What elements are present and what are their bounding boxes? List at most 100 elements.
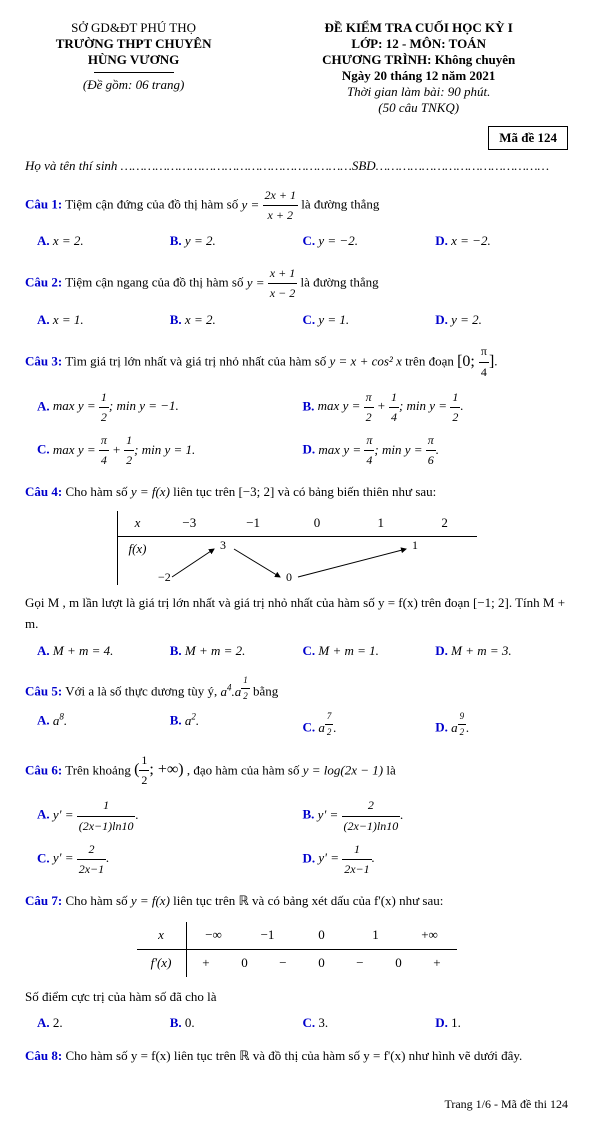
q1-b: B. [170,233,182,248]
q7-a-val: 2. [53,1015,63,1030]
q5-c: C. [303,720,316,735]
q8-text: Cho hàm số y = f(x) liên tục trên ℝ và đ… [65,1048,522,1063]
q7-x2: 0 [295,922,349,949]
q6-d-val: y' = 12x−1. [318,850,375,865]
q5-d-val: a92. [451,720,469,735]
left-header: SỞ GD&ĐT PHÚ THỌ TRƯỜNG THPT CHUYÊN HÙNG… [25,20,242,116]
q3-a-val: max y = 12; min y = −1. [53,398,179,413]
q5-a-val: a8. [53,713,67,728]
q4-label: Câu 4: [25,484,62,499]
q3-tail: trên đoạn [405,354,457,369]
q5-label: Câu 5: [25,684,62,699]
q4-vt-x0: −3 [157,511,221,536]
q7-text2: Số điểm cực trị của hàm số đã cho là [25,987,568,1008]
q2-text: Tiệm cận ngang của đồ thị hàm số [65,275,247,290]
right-header: ĐỀ KIỂM TRA CUỐI HỌC KỲ I LỚP: 12 - MÔN:… [269,20,568,116]
q4-vt-x3: 1 [349,511,413,536]
q3-interval: [0; π4] [457,353,494,370]
q7-label: Câu 7: [25,893,62,908]
q1-d-val: x = −2. [451,233,491,248]
q2-c-val: y = 1. [318,312,349,327]
exam-time: Thời gian làm bài: 90 phút. [269,84,568,100]
q7-func: y = f(x) [131,893,170,908]
q5-expr: a4.a12 [221,684,250,699]
question-5: Câu 5: Với a là số thực dương tùy ý, a4.… [25,673,568,741]
page-footer: Trang 1/6 - Mã đề thi 124 [25,1097,568,1112]
q3-func: y = x + cos² x [330,354,402,369]
q4-fx-v2: 0 [286,570,292,584]
page-count-note: (Đề gồm: 06 trang) [25,77,242,93]
question-2: Câu 2: Tiệm cận ngang của đồ thị hàm số … [25,264,568,332]
q5-a: A. [37,713,50,728]
q3-b: B. [303,398,315,413]
q7-x3: 1 [349,922,403,949]
q7-b: B. [170,1015,182,1030]
q6-b-val: y' = 2(2x−1)ln10. [318,807,404,822]
q4-vt-x1: −1 [221,511,285,536]
q1-c-val: y = −2. [318,233,358,248]
question-4: Câu 4: Cho hàm số y = f(x) liên tục trên… [25,482,568,663]
q4-options: A. M + m = 4. B. M + m = 2. C. M + m = 1… [25,639,568,664]
q7-s5: 0 [395,953,402,974]
q5-d: D. [435,720,448,735]
q6-interval: (12; +∞) [134,761,184,778]
q7-d: D. [435,1015,448,1030]
q4-d-val: M + m = 3. [451,643,512,658]
q4-variation-svg: −2 3 0 1 [158,537,478,585]
q4-fx-v4: 1 [412,538,418,552]
q7-options: A. 2. B. 0. C. 3. D. 1. [25,1011,568,1036]
q6-d: D. [303,850,316,865]
q6-options: A. y' = 1(2x−1)ln10. B. y' = 2(2x−1)ln10… [25,794,568,881]
q7-d-val: 1. [451,1015,461,1030]
q6-tail2: là [386,762,395,777]
q6-text: Trên khoảng [65,762,134,777]
q2-b-val: x = 2. [185,312,216,327]
q6-c: C. [37,850,50,865]
q1-tail: là đường thẳng [301,197,379,212]
q1-formula: y = 2x + 1x + 2 [242,197,298,212]
question-1: Câu 1: Tiệm cận đứng của đồ thị hàm số y… [25,186,568,254]
q4-text: Cho hàm số [65,484,130,499]
q7-text: Cho hàm số [65,893,130,908]
q3-d-val: max y = π4; min y = π6. [318,442,439,457]
q4-text2: Gọi M , m lần lượt là giá trị lớn nhất v… [25,593,568,635]
exam-date: Ngày 20 tháng 12 năm 2021 [269,68,568,84]
q7-x4: +∞ [403,922,457,949]
q1-a-val: x = 2. [53,233,84,248]
q2-d: D. [435,312,448,327]
q4-c: C. [303,643,316,658]
q4-func: y = f(x) [131,484,170,499]
q7-c: C. [303,1015,316,1030]
q6-label: Câu 6: [25,762,62,777]
q7-s3: 0 [318,953,325,974]
q7-x1: −1 [241,922,295,949]
q4-b: B. [170,643,182,658]
exam-title: ĐỀ KIỂM TRA CUỐI HỌC KỲ I [269,20,568,36]
q2-options: A. x = 1. B. x = 2. C. y = 1. D. y = 2. [25,308,568,333]
q2-b: B. [170,312,182,327]
q7-st-x: x [137,922,187,949]
q7-a: A. [37,1015,50,1030]
q4-vt-x: x [118,511,158,536]
q5-c-val: a72. [318,720,336,735]
q1-a: A. [37,233,50,248]
q3-c-val: max y = π4 + 12; min y = 1. [53,442,195,457]
q7-x0: −∞ [187,922,241,949]
school-line2: HÙNG VƯƠNG [25,52,242,68]
q1-label: Câu 1: [25,197,62,212]
q6-tail: , đạo hàm của hàm số [187,762,303,777]
q1-b-val: y = 2. [185,233,216,248]
exam-qcount: (50 câu TNKQ) [269,100,568,116]
q7-s2: − [279,953,286,974]
q7-tail: liên tục trên ℝ và có bảng xét dấu của f… [173,893,443,908]
q1-options: A. x = 2. B. y = 2. C. y = −2. D. x = −2… [25,229,568,254]
q7-st-fp: f'(x) [137,950,187,977]
q4-fx-v0: −2 [158,570,171,584]
q3-label: Câu 3: [25,354,62,369]
q7-sign-table: x −∞ −1 0 1 +∞ f'(x) + 0 − 0 − 0 + [137,922,457,977]
candidate-name-line: Họ và tên thí sinh ……………………………………………………S… [25,158,568,174]
q2-a: A. [37,312,50,327]
q6-c-val: y' = 22x−1. [53,850,110,865]
exam-program: CHƯƠNG TRÌNH: Không chuyên [269,52,568,68]
q6-func: y = log(2x − 1) [303,762,383,777]
